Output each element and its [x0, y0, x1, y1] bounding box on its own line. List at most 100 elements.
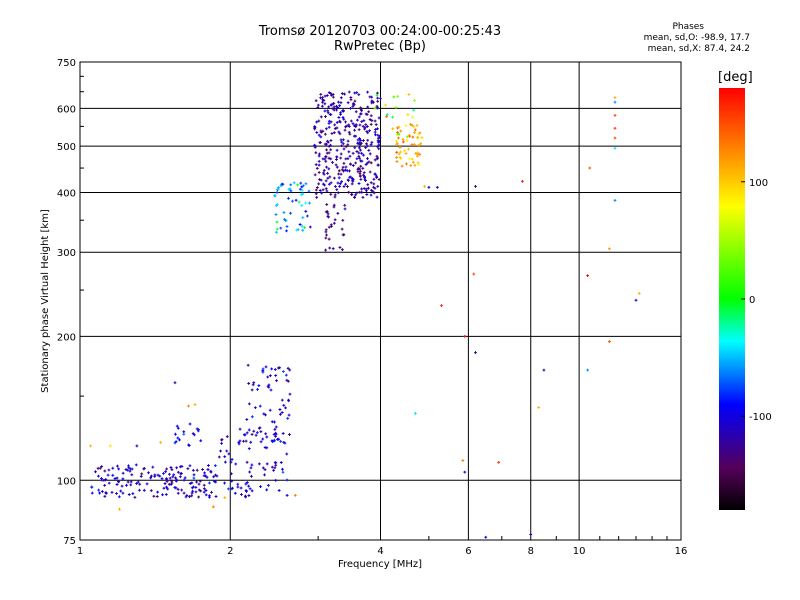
- data-point: [197, 428, 200, 431]
- data-point: [613, 146, 617, 150]
- data-point: [395, 156, 398, 159]
- data-point: [175, 424, 179, 428]
- data-point: [377, 178, 381, 181]
- data-point: [94, 470, 97, 474]
- data-point: [275, 379, 278, 382]
- data-point: [331, 93, 335, 96]
- data-point: [135, 444, 139, 448]
- x-tick-label: 8: [528, 546, 534, 557]
- data-point: [407, 93, 411, 96]
- data-point: [376, 127, 379, 131]
- data-point: [118, 507, 121, 511]
- data-point: [251, 383, 255, 387]
- data-point: [175, 478, 179, 482]
- data-point: [145, 482, 149, 486]
- data-point: [423, 184, 426, 188]
- data-point: [130, 473, 134, 477]
- data-point: [155, 495, 159, 498]
- data-point: [329, 113, 333, 116]
- data-point: [206, 468, 210, 471]
- data-point: [325, 233, 328, 237]
- data-point: [377, 163, 380, 167]
- data-point: [369, 161, 373, 165]
- data-point: [327, 151, 331, 155]
- y-axis-label: Stationary phase Virtual Height [km]: [40, 209, 51, 393]
- data-point: [366, 131, 370, 135]
- data-point: [294, 198, 298, 202]
- data-point: [411, 135, 415, 139]
- data-point: [440, 304, 443, 307]
- data-point: [416, 135, 419, 139]
- data-point: [334, 185, 337, 188]
- data-point: [327, 125, 331, 129]
- data-point: [634, 298, 638, 302]
- data-point: [337, 100, 340, 104]
- data-point: [227, 452, 231, 456]
- data-point: [417, 163, 421, 166]
- data-point: [176, 487, 180, 491]
- data-point: [340, 168, 344, 172]
- data-point: [327, 91, 331, 95]
- data-point: [299, 193, 303, 197]
- data-point: [343, 128, 347, 132]
- data-point: [365, 161, 369, 165]
- data-point: [301, 184, 305, 188]
- data-point: [255, 431, 259, 434]
- data-point: [354, 161, 358, 165]
- data-point: [288, 187, 292, 191]
- data-point: [277, 489, 281, 492]
- data-point: [338, 246, 342, 249]
- data-point: [258, 426, 262, 430]
- data-point: [348, 162, 352, 166]
- data-point: [217, 455, 221, 459]
- data-point: [376, 96, 380, 100]
- data-point: [270, 465, 274, 469]
- data-point: [375, 93, 379, 97]
- colorbar-title: [deg]: [718, 70, 753, 85]
- data-point: [321, 188, 325, 192]
- data-point: [127, 493, 131, 496]
- data-point: [336, 211, 340, 215]
- data-point: [97, 488, 101, 492]
- data-point: [363, 127, 366, 131]
- data-point: [275, 191, 279, 194]
- data-point: [104, 478, 107, 482]
- data-point: [339, 96, 343, 100]
- data-point: [315, 166, 319, 170]
- data-point: [367, 110, 371, 114]
- data-point: [142, 466, 146, 470]
- data-point: [223, 455, 227, 458]
- data-point: [256, 388, 259, 391]
- data-point: [274, 478, 278, 482]
- data-point: [344, 120, 347, 124]
- data-point: [330, 93, 333, 97]
- data-point: [367, 186, 370, 190]
- data-point: [227, 487, 230, 491]
- data-point: [416, 132, 420, 136]
- data-point: [324, 159, 328, 163]
- data-point: [300, 188, 304, 192]
- data-point: [324, 155, 328, 159]
- data-point: [329, 157, 333, 161]
- data-point: [333, 127, 337, 130]
- data-point: [398, 146, 402, 149]
- data-point: [169, 466, 173, 469]
- data-point: [410, 143, 414, 146]
- data-point: [404, 124, 408, 128]
- data-point: [331, 247, 335, 251]
- data-point: [412, 125, 416, 129]
- data-point: [351, 164, 355, 167]
- data-point: [474, 351, 477, 354]
- data-point: [342, 161, 346, 165]
- data-point: [357, 151, 361, 155]
- data-point: [289, 211, 292, 215]
- chart-title: Tromsø 20120703 00:24:00-00:25:43: [258, 24, 502, 39]
- data-point: [265, 435, 269, 439]
- data-point: [250, 433, 254, 436]
- data-point: [162, 486, 166, 490]
- data-point: [325, 189, 329, 193]
- data-point: [259, 430, 263, 434]
- data-point: [367, 160, 371, 164]
- data-point: [332, 105, 336, 109]
- data-point: [339, 152, 343, 156]
